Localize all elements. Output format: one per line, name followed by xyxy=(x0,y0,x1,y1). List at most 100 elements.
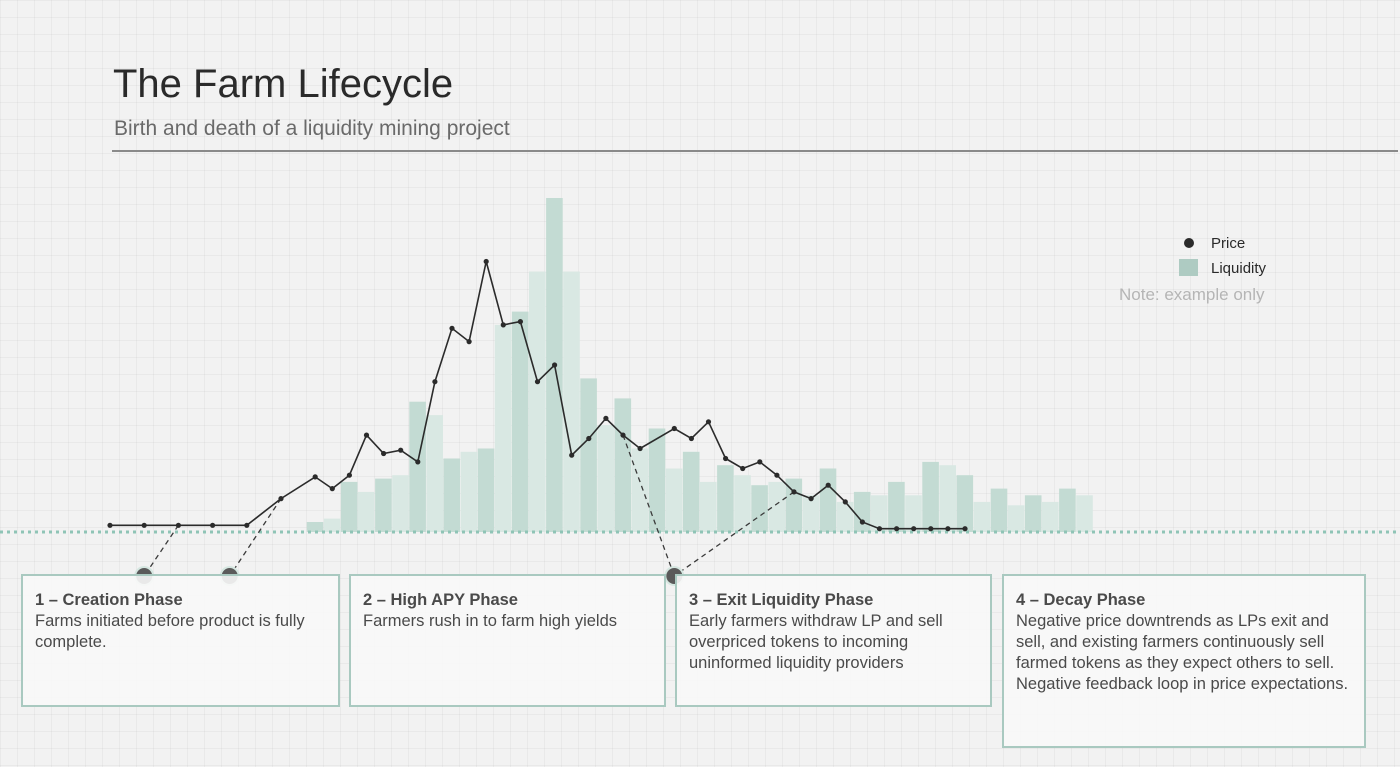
phase-connector xyxy=(143,524,179,577)
price-point xyxy=(329,486,335,492)
price-point xyxy=(825,482,831,488)
liquidity-bar xyxy=(614,398,632,532)
liquidity-bar xyxy=(665,468,683,532)
liquidity-bar xyxy=(905,495,922,532)
phase-box-high-apy: 2 – High APY Phase Farmers rush in to fa… xyxy=(349,574,666,707)
price-point xyxy=(107,522,113,528)
phase-connector xyxy=(622,434,675,577)
liquidity-bar xyxy=(717,465,734,532)
liquidity-bar xyxy=(392,475,409,532)
price-point xyxy=(928,526,934,532)
phase-box-exit-liquidity: 3 – Exit Liquidity Phase Early farmers w… xyxy=(675,574,992,707)
price-point xyxy=(911,526,917,532)
price-point xyxy=(842,499,848,505)
liquidity-bars xyxy=(306,198,1093,532)
liquidity-bar xyxy=(323,518,341,532)
liquidity-bar xyxy=(1007,505,1025,532)
liquidity-bar xyxy=(939,465,956,532)
liquidity-bar xyxy=(648,428,666,532)
phase-connector xyxy=(673,491,795,577)
price-point xyxy=(637,445,643,452)
liquidity-bar xyxy=(682,451,700,532)
price-point xyxy=(723,455,729,462)
price-point xyxy=(312,474,318,480)
liquidity-bar xyxy=(802,495,820,532)
legend-liquidity-swatch xyxy=(1179,259,1198,276)
liquidity-bar xyxy=(990,488,1008,532)
note-text: Note: example only xyxy=(1119,285,1265,304)
liquidity-bar xyxy=(529,271,546,532)
liquidity-bar xyxy=(853,491,871,532)
price-point xyxy=(141,522,147,528)
price-point xyxy=(671,425,677,432)
price-point xyxy=(483,258,489,265)
phase-connectors xyxy=(143,434,795,577)
price-point xyxy=(620,432,626,438)
legend-price-label: Price xyxy=(1211,235,1246,252)
price-point xyxy=(363,432,370,438)
liquidity-bar xyxy=(734,475,751,532)
liquidity-bar xyxy=(443,458,460,532)
liquidity-bar xyxy=(819,468,837,532)
liquidity-bar xyxy=(597,425,614,532)
phase-description: Farms initiated before product is fully … xyxy=(35,612,305,651)
price-point xyxy=(894,526,900,532)
liquidity-bar xyxy=(409,401,426,532)
liquidity-bar xyxy=(511,311,529,532)
liquidity-bar xyxy=(871,495,888,532)
price-point xyxy=(466,339,472,345)
liquidity-bar xyxy=(700,481,717,532)
price-point xyxy=(534,379,541,385)
price-point xyxy=(210,522,216,528)
liquidity-bar xyxy=(836,501,854,532)
price-point xyxy=(757,459,763,465)
price-point xyxy=(586,435,592,442)
phase-description: Early farmers withdraw LP and sell overp… xyxy=(689,612,943,672)
price-point xyxy=(500,322,506,328)
price-line xyxy=(107,258,968,532)
phase-title: 1 – Creation Phase xyxy=(35,591,183,609)
price-point xyxy=(705,419,712,425)
liquidity-bar xyxy=(460,451,478,532)
liquidity-bar xyxy=(357,491,375,532)
price-point xyxy=(278,496,284,502)
price-point xyxy=(449,325,455,331)
phase-box-creation: 1 – Creation Phase Farms initiated befor… xyxy=(21,574,340,707)
price-point xyxy=(962,526,968,532)
phase-box-decay: 4 – Decay Phase Negative price downtrend… xyxy=(1002,574,1366,748)
price-point xyxy=(603,415,609,421)
liquidity-bar xyxy=(580,378,597,532)
price-point xyxy=(244,522,250,528)
liquidity-bar xyxy=(751,485,768,532)
phase-title: 2 – High APY Phase xyxy=(363,591,518,609)
liquidity-bar xyxy=(494,324,512,532)
liquidity-bar xyxy=(973,501,991,532)
price-point xyxy=(432,379,438,385)
liquidity-bar xyxy=(1042,501,1059,532)
price-polyline xyxy=(110,261,965,530)
phase-description: Negative price downtrends as LPs exit an… xyxy=(1016,612,1349,693)
phase-description: Farmers rush in to farm high yields xyxy=(363,612,618,630)
liquidity-bar xyxy=(768,481,785,532)
liquidity-bar xyxy=(340,481,358,532)
price-point xyxy=(945,526,951,532)
price-point xyxy=(876,526,883,532)
price-point xyxy=(774,472,780,478)
phase-title: 3 – Exit Liquidity Phase xyxy=(689,591,874,609)
price-point xyxy=(859,519,866,525)
price-point xyxy=(381,450,387,457)
price-point xyxy=(552,362,558,368)
price-point xyxy=(415,459,421,465)
legend-liquidity-label: Liquidity xyxy=(1211,260,1267,277)
liquidity-bar xyxy=(956,475,974,532)
phase-title: 4 – Decay Phase xyxy=(1016,591,1146,609)
price-point xyxy=(688,435,695,442)
liquidity-bar xyxy=(477,448,495,532)
price-point xyxy=(346,472,352,478)
liquidity-bar xyxy=(785,478,803,532)
price-point xyxy=(569,452,575,458)
title-divider xyxy=(112,150,1398,152)
price-point xyxy=(398,447,404,453)
price-point xyxy=(791,489,797,495)
